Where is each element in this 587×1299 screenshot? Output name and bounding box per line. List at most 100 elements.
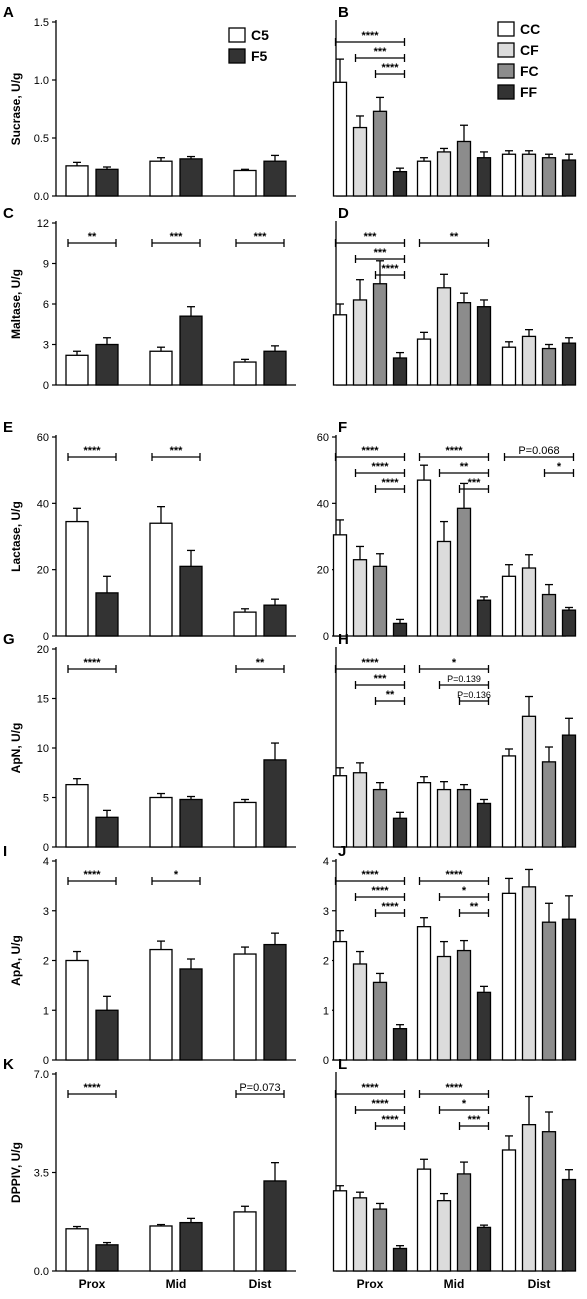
bar-j-cf bbox=[352, 963, 368, 1061]
bar-j-cc bbox=[332, 940, 348, 1061]
bar-g-f5 bbox=[179, 798, 203, 848]
bar-b-cf bbox=[436, 151, 452, 197]
y-axis-label-e: Lactase, U/g bbox=[9, 501, 23, 572]
y-tick-label-j: 2 bbox=[323, 956, 329, 968]
bar-a-c5 bbox=[149, 160, 173, 197]
sig-label-b: **** bbox=[361, 30, 379, 42]
bar-j-fc bbox=[456, 949, 472, 1061]
sig-label-g: ** bbox=[256, 657, 265, 669]
bar-f-ff bbox=[476, 599, 492, 637]
bar-l-ff bbox=[476, 1226, 492, 1272]
bar-j-cc bbox=[501, 892, 517, 1061]
x-tick-label-k: Mid bbox=[166, 1277, 187, 1291]
x-tick-label-k: Prox bbox=[79, 1277, 106, 1291]
bar-l-ff bbox=[392, 1247, 408, 1272]
bar-l-cc bbox=[501, 1149, 517, 1272]
bar-e-f5 bbox=[263, 604, 287, 637]
x-tick-label-l: Prox bbox=[357, 1277, 384, 1291]
bar-e-c5 bbox=[65, 520, 89, 637]
y-tick-label-i: 2 bbox=[43, 956, 49, 968]
y-axis-label-k: DPPIV, U/g bbox=[9, 1142, 23, 1203]
bar-c-c5 bbox=[65, 354, 89, 386]
bar-b-fc bbox=[541, 157, 557, 197]
bar-d-cc bbox=[416, 338, 432, 386]
bar-f-cc bbox=[332, 534, 348, 637]
panel-letter-a: A bbox=[3, 4, 14, 21]
sig-label-h: P=0.139 bbox=[447, 674, 481, 684]
bar-k-f5 bbox=[179, 1221, 203, 1272]
y-axis-label-g: ApN, U/g bbox=[9, 723, 23, 774]
panel-letter-k: K bbox=[3, 1056, 14, 1073]
bar-k-c5 bbox=[149, 1225, 173, 1272]
bar-k-f5 bbox=[95, 1244, 119, 1272]
bar-h-ff bbox=[561, 734, 577, 848]
bar-e-f5 bbox=[95, 592, 119, 637]
bar-g-f5 bbox=[263, 759, 287, 848]
sig-label-b: *** bbox=[374, 46, 388, 58]
bar-f-ff bbox=[561, 609, 577, 637]
sig-label-h: * bbox=[452, 657, 457, 669]
bar-h-fc bbox=[372, 788, 388, 848]
sig-label-g: **** bbox=[83, 657, 101, 669]
bar-c-c5 bbox=[149, 350, 173, 386]
bar-b-fc bbox=[456, 140, 472, 197]
bar-j-fc bbox=[541, 921, 557, 1061]
panel-letter-d: D bbox=[338, 205, 349, 222]
x-tick-label-k: Dist bbox=[249, 1277, 272, 1291]
sig-label-k: P=0.073 bbox=[239, 1082, 280, 1094]
sig-label-l: *** bbox=[468, 1114, 482, 1126]
sig-label-h: P=0.136 bbox=[457, 690, 491, 700]
sig-label-f: **** bbox=[445, 445, 463, 457]
sig-label-c: ** bbox=[88, 231, 97, 243]
panel-letter-b: B bbox=[338, 4, 349, 21]
y-tick-label-g: 15 bbox=[37, 694, 49, 706]
panel-letter-f: F bbox=[338, 419, 347, 436]
y-tick-label-c: 0 bbox=[43, 380, 49, 392]
bar-g-c5 bbox=[65, 783, 89, 848]
bar-h-cf bbox=[521, 715, 537, 848]
bar-e-c5 bbox=[149, 522, 173, 637]
sig-label-l: **** bbox=[445, 1082, 463, 1094]
bar-i-c5 bbox=[233, 953, 257, 1061]
y-tick-label-k: 3.5 bbox=[34, 1168, 49, 1180]
sig-label-f: **** bbox=[371, 461, 389, 473]
bar-a-c5 bbox=[65, 165, 89, 197]
bar-g-f5 bbox=[95, 816, 119, 848]
panel-letter-e: E bbox=[3, 419, 13, 436]
sig-label-l: **** bbox=[371, 1098, 389, 1110]
bar-b-cf bbox=[521, 153, 537, 197]
bar-h-ff bbox=[392, 817, 408, 848]
sig-label-l: **** bbox=[361, 1082, 379, 1094]
bar-f-cc bbox=[501, 575, 517, 637]
bar-f-ff bbox=[392, 622, 408, 637]
y-tick-label-i: 3 bbox=[43, 906, 49, 918]
sig-label-j: **** bbox=[381, 901, 399, 913]
bar-l-cf bbox=[352, 1197, 368, 1272]
sig-label-j: ** bbox=[470, 901, 479, 913]
bar-j-fc bbox=[372, 981, 388, 1061]
sig-label-h: ** bbox=[386, 689, 395, 701]
bar-l-cc bbox=[416, 1168, 432, 1272]
y-tick-label-g: 0 bbox=[43, 842, 49, 854]
y-tick-label-e: 40 bbox=[37, 498, 49, 510]
sig-label-c: *** bbox=[254, 231, 268, 243]
sig-label-c: *** bbox=[170, 231, 184, 243]
legend-swatch-a bbox=[228, 48, 246, 64]
legend-label-a: C5 bbox=[251, 27, 269, 43]
y-tick-label-k: 7.0 bbox=[34, 1069, 49, 1081]
y-tick-label-e: 60 bbox=[37, 432, 49, 444]
y-tick-label-a: 0.5 bbox=[34, 133, 49, 145]
bar-f-cf bbox=[521, 567, 537, 637]
sig-label-d: *** bbox=[364, 231, 378, 243]
sig-label-d: *** bbox=[374, 247, 388, 259]
y-tick-label-a: 1.5 bbox=[34, 17, 49, 29]
y-tick-label-a: 1.0 bbox=[34, 75, 49, 87]
bar-g-c5 bbox=[233, 801, 257, 848]
y-tick-label-c: 9 bbox=[43, 259, 49, 271]
bar-d-cf bbox=[436, 287, 452, 386]
sig-label-e: **** bbox=[83, 445, 101, 457]
bar-h-fc bbox=[541, 761, 557, 848]
bar-h-cc bbox=[332, 775, 348, 848]
bar-c-c5 bbox=[233, 361, 257, 386]
